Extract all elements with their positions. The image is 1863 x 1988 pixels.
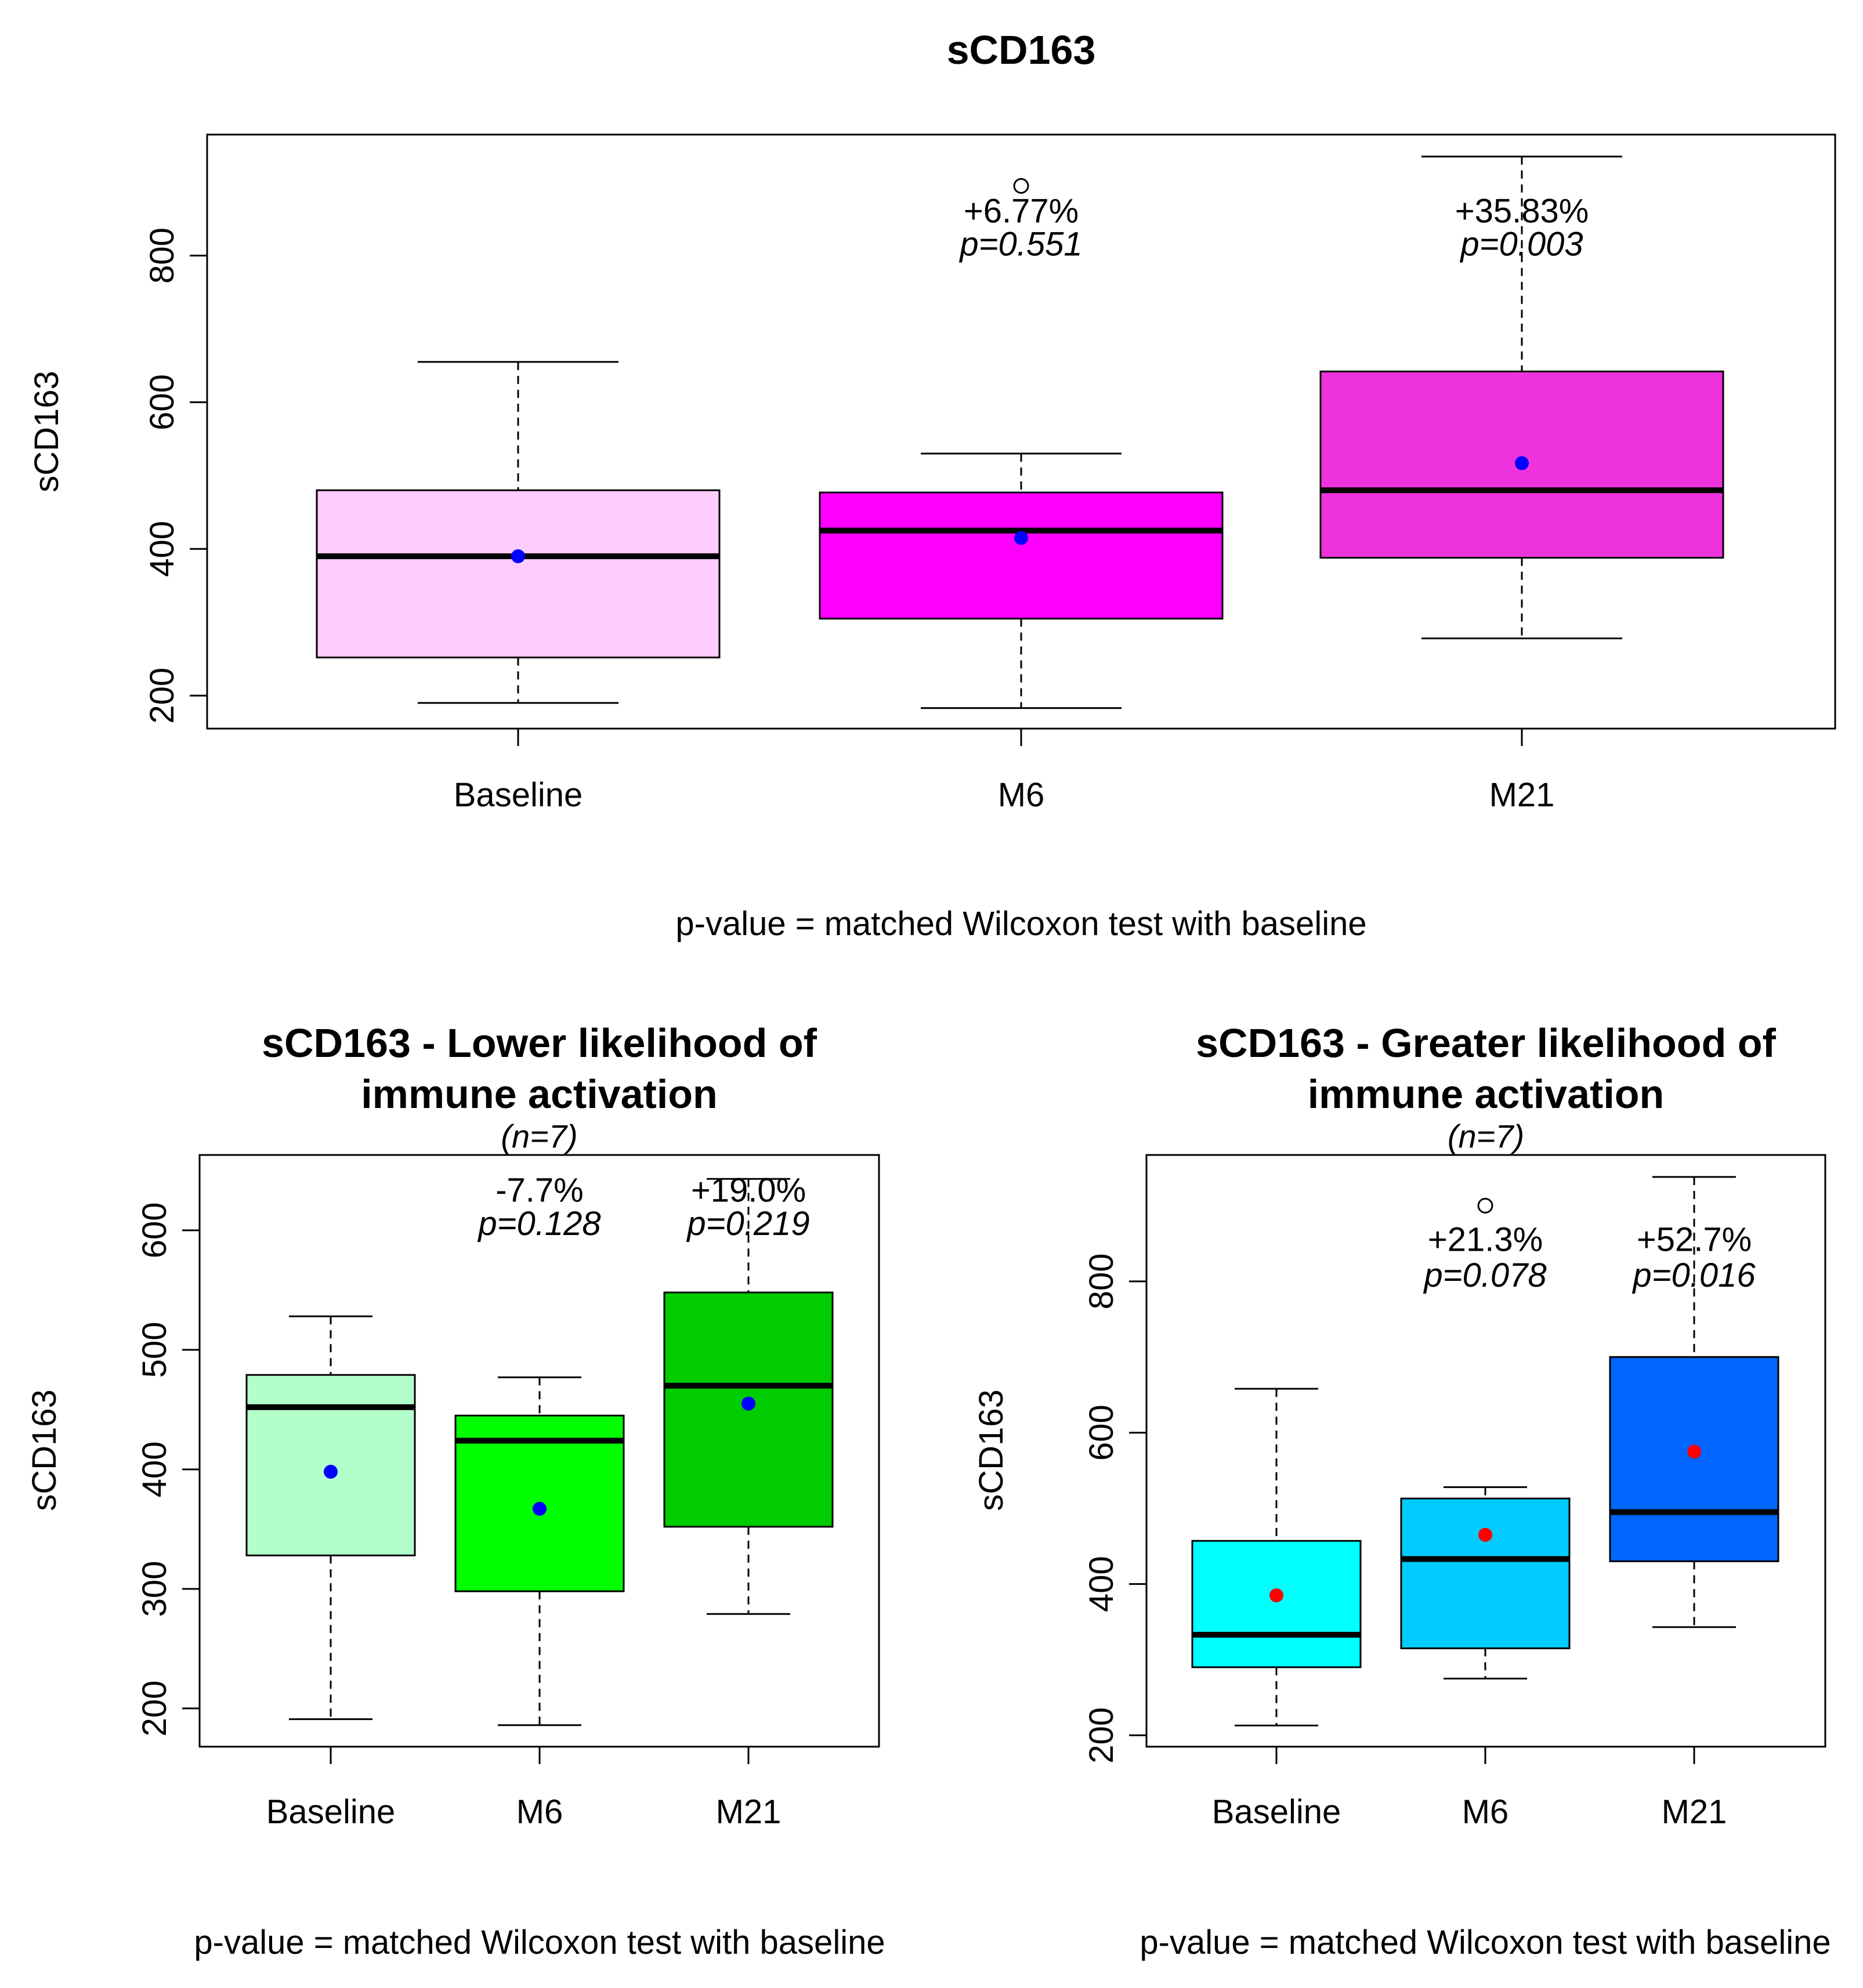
y-tick-label: 400 (1083, 1556, 1120, 1612)
annotation-change: +21.3% (1428, 1221, 1543, 1259)
mean-point (741, 1396, 755, 1411)
chart-title: sCD163 - Greater likelihood of (1196, 1020, 1776, 1066)
x-tick-label: Baseline (454, 776, 583, 814)
mean-point (511, 549, 525, 563)
plot-frame (198, 1154, 880, 1748)
y-tick-label: 600 (143, 374, 181, 430)
annotation-pvalue: p=0.219 (686, 1205, 809, 1243)
x-tick-label: Baseline (266, 1793, 395, 1831)
y-tick-label: 200 (1083, 1707, 1120, 1764)
x-tick-label: M21 (716, 1793, 782, 1831)
mean-point (324, 1465, 338, 1479)
box-iqr (819, 491, 1224, 620)
x-tick-label: M21 (1489, 776, 1555, 814)
y-tick-label: 600 (136, 1202, 173, 1258)
box-baseline (245, 1315, 416, 1721)
panel-top-all-patients: sCD163 sCD163 200 400 600 800 Baseline M6 M21 +6.… (28, 27, 1836, 943)
mean-point (1515, 456, 1529, 470)
footnote: p-value = matched Wilcoxon test with bas… (1139, 1924, 1831, 1961)
annotation-pvalue: p=0.551 (958, 226, 1082, 263)
box-m6 (1400, 1197, 1571, 1680)
annotation-pvalue: p=0.016 (1632, 1256, 1756, 1294)
chart-title-line2: immune activation (361, 1071, 718, 1117)
plot-frame (1145, 1154, 1826, 1748)
box-iqr (316, 489, 721, 658)
annotation-change: +19.0% (691, 1171, 806, 1209)
y-tick-label: 200 (136, 1681, 173, 1737)
annotation-pvalue: p=0.078 (1423, 1256, 1546, 1294)
box-baseline (1191, 1388, 1362, 1726)
mean-point (1269, 1588, 1283, 1603)
panel-greater-likelihood: sCD163 - Greater likelihood of immune act… (972, 1020, 1831, 1961)
chart-title-line2: immune activation (1308, 1071, 1665, 1117)
y-tick-label: 600 (1083, 1404, 1120, 1461)
mean-point (1014, 531, 1028, 545)
mean-point (533, 1501, 547, 1516)
y-tick-label: 300 (136, 1561, 173, 1617)
annotation-change: -7.7% (495, 1171, 584, 1209)
box-m21 (1319, 155, 1724, 640)
box-m21 (1609, 1176, 1779, 1628)
box-m6 (819, 178, 1224, 709)
annotation-pvalue: p=0.128 (477, 1205, 600, 1243)
y-tick-label: 800 (1083, 1253, 1120, 1309)
outlier-point (1013, 178, 1029, 194)
box-baseline (316, 361, 721, 704)
y-tick-label: 400 (143, 521, 181, 577)
x-tick-label: M6 (998, 776, 1045, 814)
x-tick-label: Baseline (1212, 1793, 1341, 1831)
y-tick-label: 400 (136, 1442, 173, 1498)
footnote: p-value = matched Wilcoxon test with bas… (194, 1924, 885, 1961)
outlier-point (1477, 1197, 1493, 1214)
box-iqr (1191, 1540, 1362, 1668)
box-m21 (663, 1178, 834, 1615)
footnote: p-value = matched Wilcoxon test with bas… (675, 905, 1366, 943)
x-tick-label: M6 (516, 1793, 563, 1831)
mean-point (1687, 1444, 1701, 1459)
box-iqr (1609, 1356, 1779, 1562)
chart-subtitle: (n=7) (1448, 1118, 1524, 1154)
panel-lower-likelihood: sCD163 - Lower likelihood of immune activ… (26, 1020, 885, 1961)
x-tick-label: M6 (1462, 1793, 1509, 1831)
y-axis-label: sCD163 (28, 371, 66, 493)
box-iqr (1400, 1497, 1571, 1649)
chart-subtitle: (n=7) (501, 1118, 577, 1154)
mean-point (1478, 1527, 1492, 1542)
annotation-pvalue: p=0.003 (1459, 226, 1583, 263)
y-axis-label: sCD163 (26, 1389, 63, 1511)
y-tick-label: 800 (143, 227, 181, 284)
y-tick-label: 200 (143, 668, 181, 724)
chart-title: sCD163 (947, 27, 1096, 73)
x-tick-label: M21 (1662, 1793, 1727, 1831)
annotation-change: +6.77% (964, 193, 1079, 230)
y-tick-label: 500 (136, 1321, 173, 1378)
box-m6 (454, 1376, 625, 1726)
y-axis-label: sCD163 (972, 1389, 1010, 1511)
plot-frame (206, 133, 1836, 730)
annotation-change: +52.7% (1637, 1221, 1752, 1259)
chart-title: sCD163 - Lower likelihood of (262, 1020, 817, 1066)
annotation-change: +35.83% (1455, 193, 1589, 230)
